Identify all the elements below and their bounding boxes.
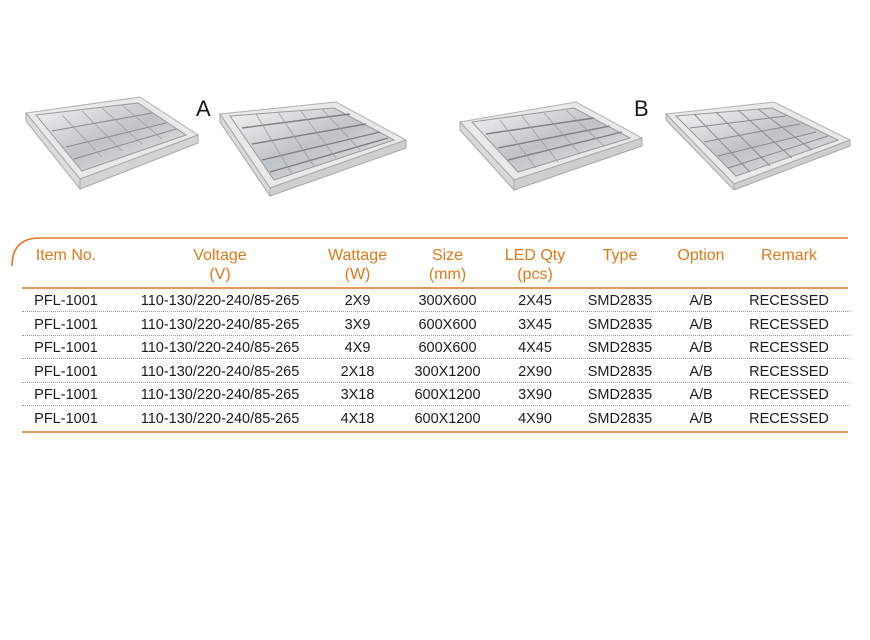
header-size: Size (mm): [428, 247, 467, 283]
row-divider: [22, 381, 850, 383]
option-cell: A/B: [689, 411, 713, 427]
led-qty-cell: 2X90: [518, 363, 552, 380]
voltage-cell: 110-130/220-240/85-265: [140, 387, 300, 404]
type-cell: SMD2835: [587, 340, 653, 357]
type-cell: SMD2835: [587, 411, 653, 427]
type-cell: SMD2835: [587, 387, 653, 404]
table-frame: [11, 237, 848, 433]
header-item-no: Item No.: [35, 247, 97, 264]
led-qty-cell: 4X90: [518, 411, 552, 427]
voltage-cell: 110-130/220-240/85-265: [140, 340, 300, 357]
item-no-cell: PFL-1001: [34, 340, 98, 357]
size-cell: 600X600: [418, 340, 477, 357]
voltage-cell: 110-130/220-240/85-265: [140, 363, 300, 380]
wattage-cell: 2X18: [340, 363, 375, 380]
option-cell: A/B: [689, 316, 713, 333]
table-row: PFL-1001 110-130/220-240/85-265 4X18 600X12…: [22, 408, 850, 430]
header-type: Type: [602, 247, 638, 264]
led-qty-cell: 2X45: [518, 293, 552, 309]
variant-label-a: A: [196, 96, 211, 121]
wattage-cell: 4X9: [344, 340, 371, 357]
size-cell: 600X1200: [414, 411, 481, 427]
option-cell: A/B: [689, 387, 713, 404]
type-cell: SMD2835: [587, 293, 653, 309]
wattage-cell: 3X18: [340, 387, 375, 404]
led-qty-cell: 4X45: [518, 340, 552, 357]
remark-cell: RECESSED: [749, 411, 829, 427]
row-divider: [22, 311, 850, 312]
type-cell: SMD2835: [587, 316, 653, 333]
size-cell: 300X1200: [414, 363, 481, 380]
voltage-cell: 110-130/220-240/85-265: [140, 293, 300, 309]
grille-panel-image-b1: [459, 101, 644, 192]
grille-panel-image-b2: [664, 101, 852, 190]
wattage-cell: 3X9: [344, 316, 371, 333]
size-cell: 300X600: [418, 293, 477, 309]
led-qty-cell: 3X45: [518, 316, 552, 333]
voltage-cell: 110-130/220-240/85-265: [140, 316, 300, 333]
row-divider: [22, 358, 850, 360]
voltage-cell: 110-130/220-240/85-265: [140, 411, 300, 427]
size-cell: 600X600: [418, 316, 477, 333]
wattage-cell: 4X18: [340, 411, 375, 427]
spec-table: Item No. Voltage (V) Wattage (W) Size (mm) …: [10, 236, 850, 436]
item-no-cell: PFL-1001: [34, 363, 98, 380]
wattage-cell: 2X9: [344, 293, 371, 309]
row-divider: [22, 405, 850, 407]
item-no-cell: PFL-1001: [34, 411, 98, 427]
header-voltage: Voltage (V): [193, 247, 247, 283]
table-row: PFL-1001 110-130/220-240/85-265 3X18 600X12…: [22, 384, 850, 407]
item-no-cell: PFL-1001: [34, 293, 98, 309]
remark-cell: RECESSED: [749, 363, 829, 380]
header-led-qty: LED Qty (pcs): [504, 247, 566, 283]
remark-cell: RECESSED: [749, 387, 829, 404]
row-divider: [22, 334, 850, 336]
remark-cell: RECESSED: [749, 293, 829, 309]
header-remark: Remark: [760, 247, 817, 264]
item-no-cell: PFL-1001: [34, 387, 98, 404]
table-row: PFL-1001 110-130/220-240/85-265 2X18 300X12…: [22, 361, 850, 383]
option-cell: A/B: [689, 363, 713, 380]
led-qty-cell: 3X90: [518, 387, 552, 404]
option-cell: A/B: [689, 293, 713, 309]
header-option: Option: [677, 247, 725, 264]
table-row: PFL-1001 110-130/220-240/85-265 4X9 600X600…: [22, 337, 850, 360]
type-cell: SMD2835: [587, 363, 653, 380]
option-cell: A/B: [689, 340, 713, 357]
remark-cell: RECESSED: [749, 340, 829, 357]
size-cell: 600X1200: [414, 387, 481, 404]
header-wattage: Wattage (W): [328, 247, 387, 283]
table-row: PFL-1001 110-130/220-240/85-265 3X9 600X600…: [22, 314, 850, 336]
remark-cell: RECESSED: [749, 316, 829, 333]
grille-panel-image-a1: [25, 96, 200, 191]
table-row: PFL-1001 110-130/220-240/85-265 2X9 300X600…: [22, 290, 850, 312]
grille-panel-image-a2: [219, 101, 408, 198]
item-no-cell: PFL-1001: [34, 316, 98, 333]
variant-label-b: B: [634, 96, 649, 121]
